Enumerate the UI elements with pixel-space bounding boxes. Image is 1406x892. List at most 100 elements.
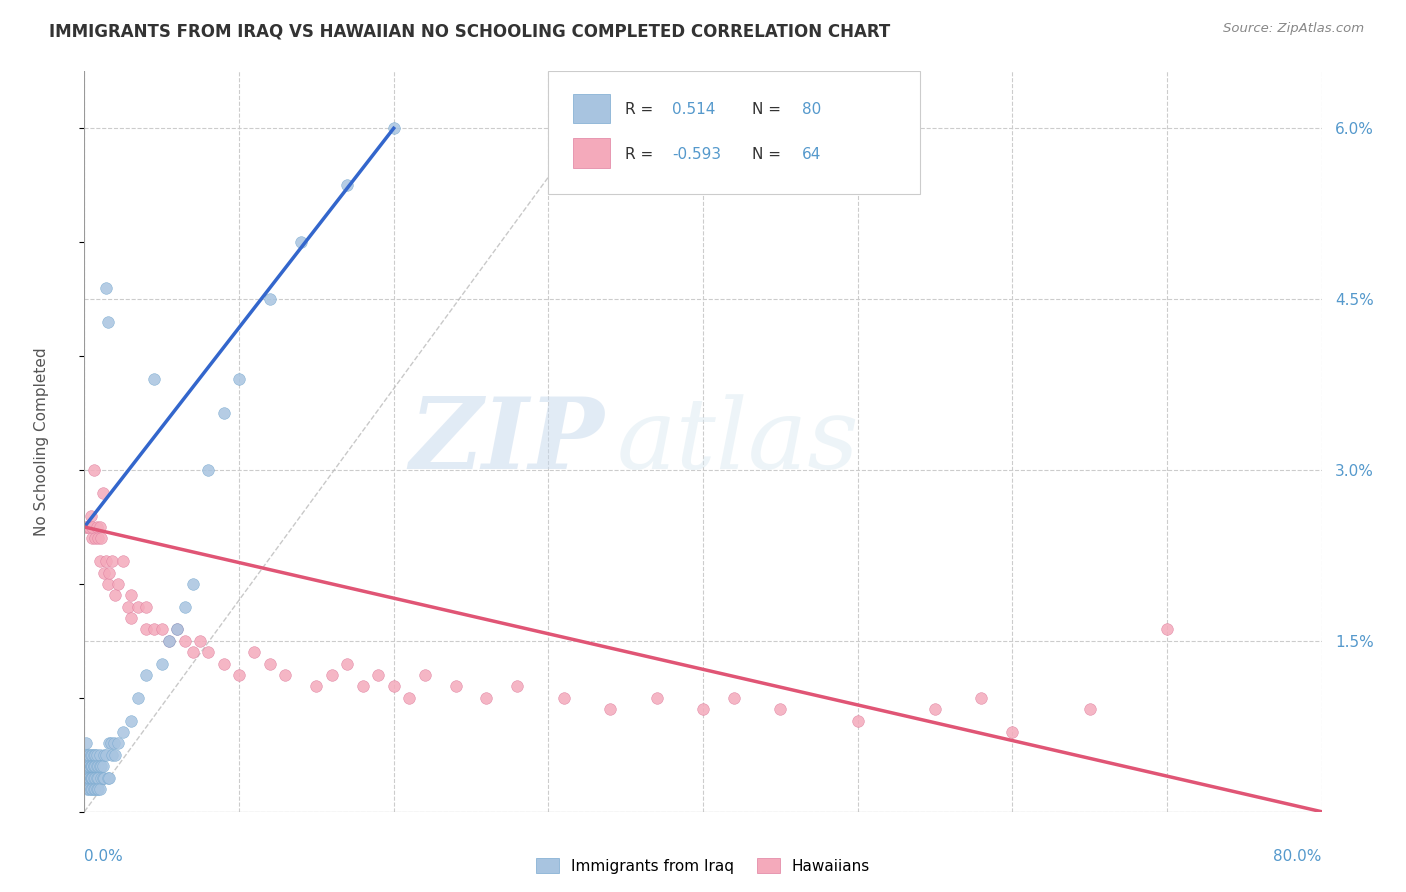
Point [101, 554, 124, 568]
Point [336, 657, 359, 671]
Point [181, 645, 204, 659]
Point [970, 690, 993, 705]
Point [212, 657, 235, 671]
Text: N =: N = [752, 103, 782, 118]
Point [75, 736, 97, 750]
Point [91, 759, 114, 773]
Point [305, 680, 328, 694]
Point [79, 508, 101, 523]
Point [82, 520, 104, 534]
Point [89, 554, 111, 568]
Point [87, 781, 110, 796]
Point [79, 781, 101, 796]
Text: Source: ZipAtlas.com: Source: ZipAtlas.com [1223, 22, 1364, 36]
Point [382, 121, 405, 136]
Point [367, 668, 389, 682]
Point [96, 315, 118, 329]
Point [94, 281, 117, 295]
Point [83, 781, 105, 796]
Point [188, 633, 211, 648]
Point [692, 702, 714, 716]
Point [82, 759, 104, 773]
Point [86, 781, 108, 796]
Point [174, 633, 197, 648]
Point [143, 372, 166, 386]
Point [76, 747, 98, 762]
Point [83, 747, 105, 762]
Point [104, 588, 127, 602]
Text: R =: R = [626, 103, 654, 118]
Point [84, 781, 107, 796]
Point [444, 680, 467, 694]
Point [98, 736, 121, 750]
Point [336, 178, 359, 193]
Point [166, 623, 188, 637]
Point [645, 690, 668, 705]
Point [599, 702, 621, 716]
Point [77, 520, 100, 534]
Point [93, 771, 115, 785]
Point [96, 577, 118, 591]
Point [212, 406, 235, 420]
Point [77, 759, 100, 773]
Point [98, 566, 121, 580]
Point [197, 645, 219, 659]
Point [84, 532, 107, 546]
Text: 0.514: 0.514 [672, 103, 716, 118]
FancyBboxPatch shape [548, 71, 920, 194]
Point [120, 714, 142, 728]
Point [87, 759, 110, 773]
Point [150, 623, 173, 637]
Point [82, 759, 104, 773]
Point [86, 759, 108, 773]
Point [321, 668, 343, 682]
Point [76, 781, 98, 796]
Point [243, 645, 266, 659]
Point [86, 520, 108, 534]
Point [352, 680, 374, 694]
Point [174, 599, 197, 614]
Legend: Immigrants from Iraq, Hawaiians: Immigrants from Iraq, Hawaiians [530, 852, 876, 880]
Point [89, 759, 111, 773]
Point [82, 781, 104, 796]
Point [86, 747, 108, 762]
Point [259, 657, 281, 671]
Point [79, 771, 101, 785]
Point [107, 577, 129, 591]
Point [79, 759, 101, 773]
Point [77, 771, 100, 785]
Point [76, 759, 98, 773]
Point [83, 463, 105, 477]
Point [181, 577, 204, 591]
Point [83, 759, 105, 773]
Point [84, 759, 107, 773]
Point [143, 623, 166, 637]
Point [77, 771, 100, 785]
Point [274, 668, 297, 682]
Point [112, 725, 135, 739]
Point [82, 771, 104, 785]
Point [83, 759, 105, 773]
Text: IMMIGRANTS FROM IRAQ VS HAWAIIAN NO SCHOOLING COMPLETED CORRELATION CHART: IMMIGRANTS FROM IRAQ VS HAWAIIAN NO SCHO… [49, 22, 890, 40]
Point [290, 235, 312, 250]
Point [1001, 725, 1024, 739]
Text: 0.0%: 0.0% [84, 849, 124, 863]
Point [127, 599, 149, 614]
Point [398, 690, 420, 705]
Point [93, 747, 115, 762]
Point [506, 680, 529, 694]
Point [159, 633, 180, 648]
Point [924, 702, 946, 716]
Point [117, 599, 139, 614]
Point [723, 690, 745, 705]
Point [90, 532, 112, 546]
Point [76, 771, 98, 785]
Point [150, 657, 173, 671]
Point [76, 520, 98, 534]
Point [91, 485, 114, 500]
Text: -0.593: -0.593 [672, 147, 721, 161]
Point [87, 532, 110, 546]
Point [846, 714, 869, 728]
Point [135, 623, 157, 637]
Point [75, 759, 97, 773]
